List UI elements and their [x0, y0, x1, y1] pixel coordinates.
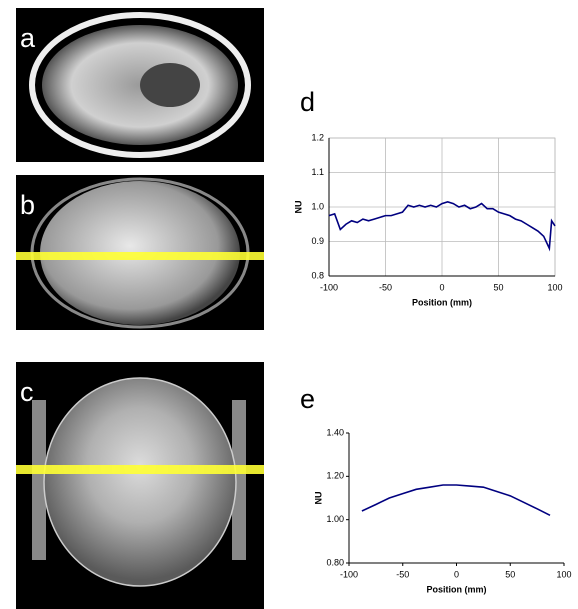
y-tick-label: 1.0: [311, 201, 324, 211]
x-tick-label: 0: [454, 569, 459, 579]
y-tick-label: 1.20: [326, 471, 344, 481]
x-tick-label: -50: [396, 569, 409, 579]
image-b: [16, 175, 264, 330]
x-tick-label: 100: [556, 569, 571, 579]
x-axis-title: Position (mm): [412, 297, 472, 307]
data-line: [328, 200, 556, 252]
data-line: [361, 484, 551, 517]
y-axis-title: NU: [293, 201, 303, 214]
y-axis-title: NU: [313, 492, 323, 505]
x-tick-label: 100: [547, 282, 562, 292]
x-tick-label: -50: [379, 282, 392, 292]
y-tick-label: 1.2: [311, 132, 324, 142]
x-tick-label: 0: [439, 282, 444, 292]
x-axis-title: Position (mm): [427, 584, 487, 594]
x-tick-label: 50: [505, 569, 515, 579]
y-tick-label: 1.00: [326, 514, 344, 524]
panel-label: b: [20, 190, 35, 220]
panel-label: a: [20, 23, 36, 53]
x-tick-label: -100: [320, 282, 338, 292]
y-tick-label: 0.9: [311, 236, 324, 246]
panel-label: c: [20, 377, 34, 407]
panel-label: d: [300, 87, 315, 117]
panel-label: e: [300, 384, 315, 414]
image-c: [16, 362, 264, 609]
image-a: [16, 8, 264, 162]
y-tick-label: 0.80: [326, 557, 344, 567]
x-tick-label: 50: [493, 282, 503, 292]
y-tick-label: 1.1: [311, 167, 324, 177]
y-tick-label: 1.40: [326, 427, 344, 437]
x-tick-label: -100: [340, 569, 358, 579]
y-tick-label: 0.8: [311, 270, 324, 280]
